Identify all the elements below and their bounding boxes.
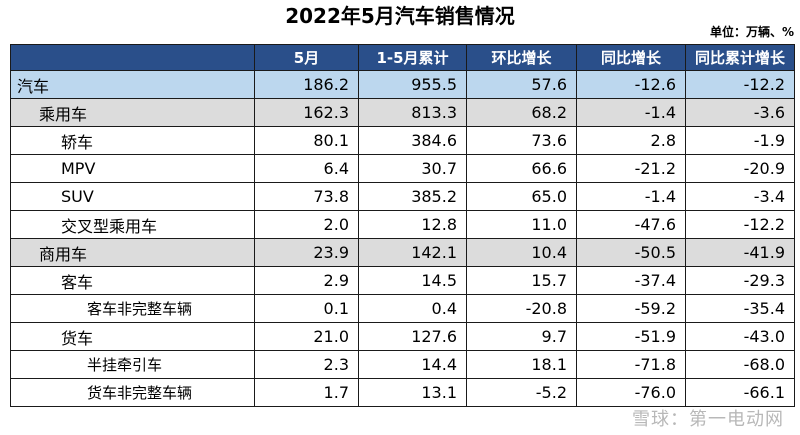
cell-value: 11.0 <box>466 210 577 239</box>
row-label: 交叉型乘用车 <box>10 210 255 239</box>
header-mom-growth: 环比增长 <box>466 44 577 71</box>
cell-value: -68.0 <box>685 350 795 379</box>
row-label: 货车 <box>10 322 255 351</box>
row-label: MPV <box>10 154 255 183</box>
header-yoy-growth: 同比增长 <box>576 44 686 71</box>
cell-value: 384.6 <box>358 126 467 155</box>
row-label: 客车非完整车辆 <box>10 294 255 323</box>
watermark: 雪球：第一电动网 <box>632 409 784 430</box>
table-row: 乘用车 162.3 813.3 68.2 -1.4 -3.6 <box>10 98 795 127</box>
cell-value: -76.0 <box>576 378 686 407</box>
sales-table: 5月 1-5月累计 环比增长 同比增长 同比累计增长 汽车 186.2 955.5 5… <box>10 44 795 407</box>
cell-value: -12.2 <box>685 70 795 99</box>
page-title: 2022年5月汽车销售情况 <box>285 4 515 28</box>
cell-value: 142.1 <box>358 238 467 267</box>
cell-value: 2.9 <box>254 266 359 295</box>
row-label: 半挂牵引车 <box>10 350 255 379</box>
cell-value: -43.0 <box>685 322 795 351</box>
table-row: 半挂牵引车 2.3 14.4 18.1 -71.8 -68.0 <box>10 350 795 379</box>
cell-value: 30.7 <box>358 154 467 183</box>
cell-value: 57.6 <box>466 70 577 99</box>
cell-value: 65.0 <box>466 182 577 211</box>
cell-value: 1.7 <box>254 378 359 407</box>
row-label: 商用车 <box>10 238 255 267</box>
table-row: 汽车 186.2 955.5 57.6 -12.6 -12.2 <box>10 70 795 99</box>
cell-value: 12.8 <box>358 210 467 239</box>
table-row: 货车非完整车辆 1.7 13.1 -5.2 -76.0 -66.1 <box>10 378 795 407</box>
cell-value: -12.2 <box>685 210 795 239</box>
row-label: 轿车 <box>10 126 255 155</box>
cell-value: 23.9 <box>254 238 359 267</box>
cell-value: -20.8 <box>466 294 577 323</box>
cell-value: -50.5 <box>576 238 686 267</box>
cell-value: 14.4 <box>358 350 467 379</box>
cell-value: -21.2 <box>576 154 686 183</box>
table-row: 轿车 80.1 384.6 73.6 2.8 -1.9 <box>10 126 795 155</box>
cell-value: 80.1 <box>254 126 359 155</box>
cell-value: 10.4 <box>466 238 577 267</box>
table-row: 交叉型乘用车 2.0 12.8 11.0 -47.6 -12.2 <box>10 210 795 239</box>
cell-value: -66.1 <box>685 378 795 407</box>
table-row: 客车 2.9 14.5 15.7 -37.4 -29.3 <box>10 266 795 295</box>
cell-value: 6.4 <box>254 154 359 183</box>
table-header-row: 5月 1-5月累计 环比增长 同比增长 同比累计增长 <box>10 44 795 71</box>
cell-value: 14.5 <box>358 266 467 295</box>
cell-value: 385.2 <box>358 182 467 211</box>
row-label: 客车 <box>10 266 255 295</box>
cell-value: -1.4 <box>576 182 686 211</box>
cell-value: 68.2 <box>466 98 577 127</box>
cell-value: -59.2 <box>576 294 686 323</box>
cell-value: 73.6 <box>466 126 577 155</box>
cell-value: -41.9 <box>685 238 795 267</box>
cell-value: -29.3 <box>685 266 795 295</box>
cell-value: -1.4 <box>576 98 686 127</box>
cell-value: 127.6 <box>358 322 467 351</box>
row-label: 乘用车 <box>10 98 255 127</box>
table-row: 商用车 23.9 142.1 10.4 -50.5 -41.9 <box>10 238 795 267</box>
cell-value: -20.9 <box>685 154 795 183</box>
header-may: 5月 <box>254 44 359 71</box>
cell-value: -3.4 <box>685 182 795 211</box>
cell-value: -47.6 <box>576 210 686 239</box>
cell-value: 186.2 <box>254 70 359 99</box>
unit-label: 单位：万辆、% <box>709 25 794 39</box>
cell-value: -71.8 <box>576 350 686 379</box>
cell-value: -1.9 <box>685 126 795 155</box>
header-yoy-cumulative-growth: 同比累计增长 <box>685 44 795 71</box>
cell-value: 18.1 <box>466 350 577 379</box>
cell-value: 9.7 <box>466 322 577 351</box>
cell-value: -37.4 <box>576 266 686 295</box>
table-row: SUV 73.8 385.2 65.0 -1.4 -3.4 <box>10 182 795 211</box>
cell-value: -12.6 <box>576 70 686 99</box>
cell-value: 13.1 <box>358 378 467 407</box>
cell-value: -3.6 <box>685 98 795 127</box>
cell-value: 162.3 <box>254 98 359 127</box>
cell-value: 15.7 <box>466 266 577 295</box>
cell-value: 2.0 <box>254 210 359 239</box>
row-label: SUV <box>10 182 255 211</box>
cell-value: 66.6 <box>466 154 577 183</box>
cell-value: 2.8 <box>576 126 686 155</box>
cell-value: -51.9 <box>576 322 686 351</box>
cell-value: 0.1 <box>254 294 359 323</box>
cell-value: -35.4 <box>685 294 795 323</box>
row-label: 汽车 <box>10 70 255 99</box>
row-label: 货车非完整车辆 <box>10 378 255 407</box>
cell-value: 813.3 <box>358 98 467 127</box>
table-row: 货车 21.0 127.6 9.7 -51.9 -43.0 <box>10 322 795 351</box>
table-row: MPV 6.4 30.7 66.6 -21.2 -20.9 <box>10 154 795 183</box>
cell-value: 2.3 <box>254 350 359 379</box>
cell-value: 955.5 <box>358 70 467 99</box>
table-row: 客车非完整车辆 0.1 0.4 -20.8 -59.2 -35.4 <box>10 294 795 323</box>
cell-value: 0.4 <box>358 294 467 323</box>
cell-value: -5.2 <box>466 378 577 407</box>
cell-value: 73.8 <box>254 182 359 211</box>
header-category <box>10 44 255 71</box>
header-jan-may-cumulative: 1-5月累计 <box>358 44 467 71</box>
cell-value: 21.0 <box>254 322 359 351</box>
